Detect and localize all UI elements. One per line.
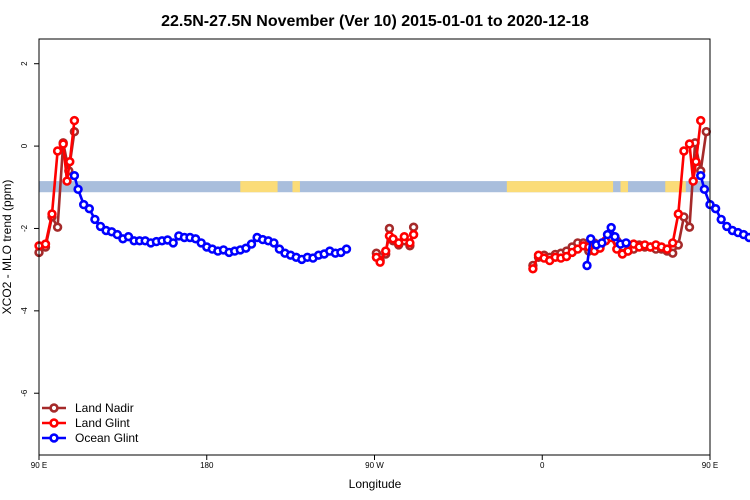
land-band-3 <box>620 181 628 193</box>
land-glint-point <box>69 115 80 126</box>
ocean-glint-point <box>90 214 100 225</box>
land-glint-point <box>684 139 695 149</box>
ocean-glint-point <box>585 234 596 244</box>
ocean-glint-point <box>710 204 721 214</box>
ocean-glint-point <box>246 239 257 249</box>
plot-frame <box>38 38 711 456</box>
land-glint-point <box>381 246 391 256</box>
land-glint-point <box>623 246 633 256</box>
x-axis: 90 E 180 90 W 0 90 E <box>31 455 718 470</box>
ocean-glint-point <box>716 214 726 225</box>
land-nadir-point <box>684 222 695 232</box>
y-tick-label: -6 <box>20 389 29 397</box>
land-glint-point <box>399 232 409 242</box>
x-tick-label: 90 E <box>31 461 47 470</box>
x-axis-label: Longitude <box>349 477 402 491</box>
land-glint-point <box>375 257 385 267</box>
y-axis: 2 0 -2 -4 -6 <box>20 61 39 397</box>
land-glint-point <box>667 238 678 248</box>
ocean-glint-point <box>744 232 750 243</box>
y-tick-label: -4 <box>20 307 29 315</box>
ocean-glint-point <box>84 204 95 214</box>
ocean-glint-point <box>610 232 620 242</box>
ocean-glint-point <box>602 229 613 240</box>
legend-label: Land Glint <box>75 416 130 430</box>
land-nadir-point <box>52 222 63 232</box>
legend-label: Ocean Glint <box>75 431 139 445</box>
land-glint-point <box>47 209 57 219</box>
land-glint-point <box>691 157 701 167</box>
x-tick-label: 90 E <box>702 461 718 470</box>
y-axis-label: XCO2 - MLO trend (ppm) <box>0 180 14 315</box>
land-glint-point <box>679 146 689 156</box>
ocean-glint-point <box>606 222 616 233</box>
land-band-0 <box>240 181 278 193</box>
land-band-1 <box>292 181 300 193</box>
ocean-glint-point <box>341 244 352 254</box>
land-glint-point <box>394 238 404 248</box>
ocean-band <box>39 181 710 193</box>
y-tick-label: 2 <box>20 61 29 66</box>
land-glint-point <box>62 176 72 186</box>
x-tick-label: 180 <box>200 461 214 470</box>
series-land-nadir <box>34 127 711 271</box>
ocean-glint-point <box>695 171 706 181</box>
land-nadir-point <box>701 127 711 137</box>
land-glint-point <box>40 239 51 249</box>
x-tick-label: 90 W <box>365 461 384 470</box>
land-glint-point <box>405 238 415 248</box>
land-band-4 <box>665 181 686 193</box>
ocean-glint-point <box>699 184 710 195</box>
land-glint-point <box>52 146 63 156</box>
land-glint-point <box>673 209 683 219</box>
ocean-glint-point <box>73 184 83 195</box>
legend-marker <box>49 433 59 443</box>
series-ocean-glint <box>69 171 750 271</box>
ocean-glint-point <box>621 238 631 248</box>
land-nadir-point <box>384 223 395 234</box>
legend-item-land-nadir: Land Nadir <box>42 401 134 415</box>
land-band-2 <box>506 181 614 193</box>
legend-marker <box>49 418 59 428</box>
land-glint-point <box>58 139 68 149</box>
land-glint-point <box>662 244 672 254</box>
ocean-glint-point <box>69 171 80 181</box>
land-glint-point <box>408 229 419 240</box>
ocean-glint-point <box>597 238 607 248</box>
land-glint-point <box>528 264 538 274</box>
legend-item-land-glint: Land Glint <box>42 416 130 430</box>
land-glint-point <box>695 115 706 126</box>
land-nadir-point <box>408 222 419 232</box>
y-tick-label: 0 <box>20 143 29 148</box>
legend-marker <box>49 403 59 413</box>
chart-title: 22.5N-27.5N November (Ver 10) 2015-01-01… <box>161 13 589 30</box>
x-tick-label: 0 <box>540 461 545 470</box>
legend-label: Land Nadir <box>75 401 134 415</box>
ocean-glint-point <box>269 238 279 248</box>
legend-item-ocean-glint: Ocean Glint <box>42 431 139 445</box>
land-glint-point <box>688 176 698 186</box>
land-glint-point <box>65 157 75 167</box>
ocean-glint-point <box>582 260 592 271</box>
map-band <box>39 181 710 193</box>
ocean-glint-point <box>168 238 178 248</box>
y-tick-label: -2 <box>20 224 29 232</box>
plot-area <box>34 115 750 274</box>
series-land-glint <box>34 115 706 274</box>
